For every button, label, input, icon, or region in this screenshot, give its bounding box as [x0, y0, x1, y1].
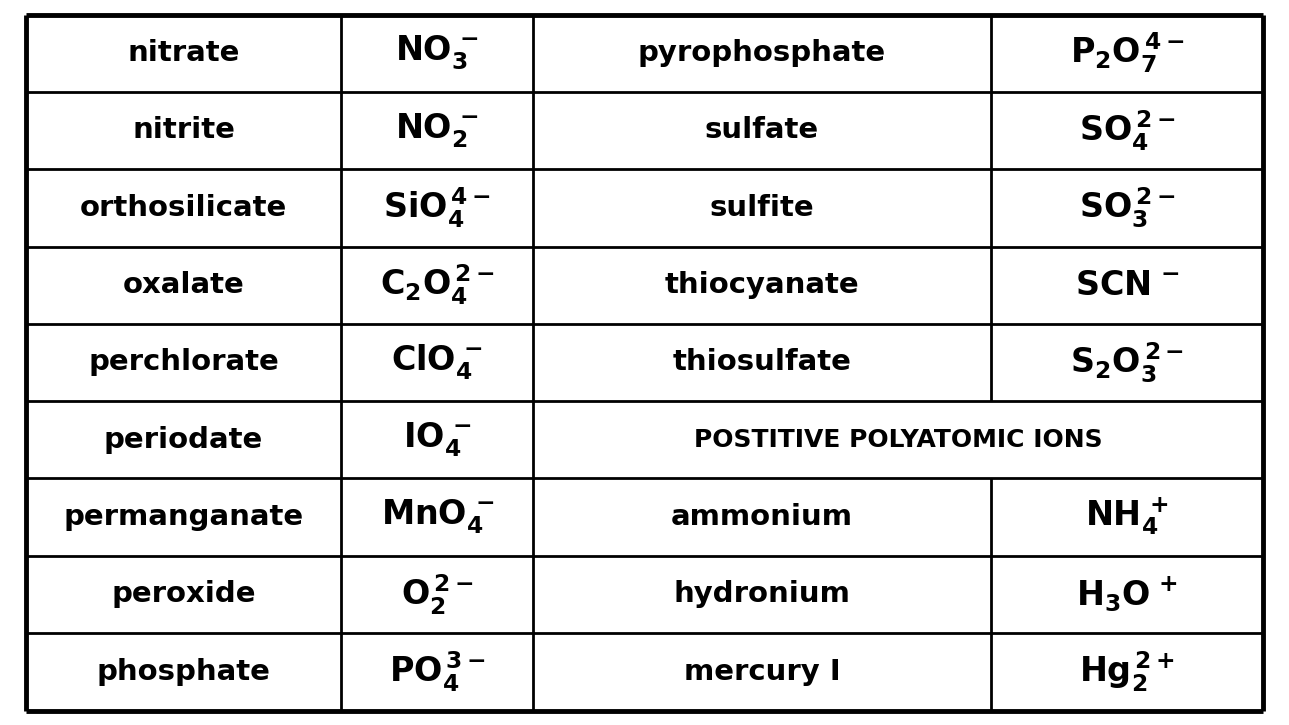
Text: nitrite: nitrite: [131, 117, 235, 144]
Text: $\mathbf{MnO_4^{\,-}}$: $\mathbf{MnO_4^{\,-}}$: [380, 498, 494, 536]
Text: nitrate: nitrate: [128, 39, 240, 67]
Text: hydronium: hydronium: [674, 581, 851, 608]
Text: mercury I: mercury I: [683, 658, 840, 686]
Text: pyrophosphate: pyrophosphate: [638, 39, 886, 67]
Text: $\mathbf{NO_3^{\,-}}$: $\mathbf{NO_3^{\,-}}$: [396, 34, 480, 72]
Text: $\mathbf{P_2O_7^{\,4-}}$: $\mathbf{P_2O_7^{\,4-}}$: [1070, 31, 1185, 75]
Text: $\mathbf{NO_2^{\,-}}$: $\mathbf{NO_2^{\,-}}$: [396, 111, 480, 150]
Text: $\mathbf{SCN^{\,-}}$: $\mathbf{SCN^{\,-}}$: [1075, 269, 1179, 302]
Text: $\mathbf{Hg_2^{\,2+}}$: $\mathbf{Hg_2^{\,2+}}$: [1079, 650, 1176, 694]
Text: $\mathbf{NH_4^{\,+}}$: $\mathbf{NH_4^{\,+}}$: [1085, 496, 1169, 538]
Text: $\mathbf{PO_4^{\,3-}}$: $\mathbf{PO_4^{\,3-}}$: [389, 650, 486, 694]
Text: thiosulfate: thiosulfate: [673, 349, 852, 376]
Text: $\mathbf{IO_4^{\,-}}$: $\mathbf{IO_4^{\,-}}$: [403, 420, 472, 459]
Text: permanganate: permanganate: [63, 503, 304, 531]
Text: periodate: periodate: [104, 426, 263, 454]
Text: $\mathbf{S_2O_3^{\,2-}}$: $\mathbf{S_2O_3^{\,2-}}$: [1070, 340, 1185, 385]
Text: phosphate: phosphate: [97, 658, 271, 686]
Text: POSTITIVE POLYATOMIC IONS: POSTITIVE POLYATOMIC IONS: [693, 428, 1102, 452]
Text: $\mathbf{H_3O^{\,+}}$: $\mathbf{H_3O^{\,+}}$: [1076, 576, 1178, 613]
Text: orthosilicate: orthosilicate: [80, 194, 287, 222]
Text: $\mathbf{SO_3^{\,2-}}$: $\mathbf{SO_3^{\,2-}}$: [1079, 186, 1176, 230]
Text: oxalate: oxalate: [122, 271, 245, 299]
Text: ammonium: ammonium: [672, 503, 853, 531]
Text: peroxide: peroxide: [111, 581, 255, 608]
Text: $\mathbf{C_2O_4^{\,2-}}$: $\mathbf{C_2O_4^{\,2-}}$: [380, 263, 495, 307]
Text: $\mathbf{SiO_4^{\,4-}}$: $\mathbf{SiO_4^{\,4-}}$: [383, 186, 491, 230]
Text: sulfate: sulfate: [705, 117, 819, 144]
Text: $\mathbf{SO_4^{\,2-}}$: $\mathbf{SO_4^{\,2-}}$: [1079, 108, 1176, 153]
Text: $\mathbf{O_2^{\,2-}}$: $\mathbf{O_2^{\,2-}}$: [401, 572, 473, 617]
Text: $\mathbf{ClO_4^{\,-}}$: $\mathbf{ClO_4^{\,-}}$: [391, 343, 483, 382]
Text: sulfite: sulfite: [710, 194, 815, 222]
Text: perchlorate: perchlorate: [88, 349, 278, 376]
Text: thiocyanate: thiocyanate: [665, 271, 860, 299]
